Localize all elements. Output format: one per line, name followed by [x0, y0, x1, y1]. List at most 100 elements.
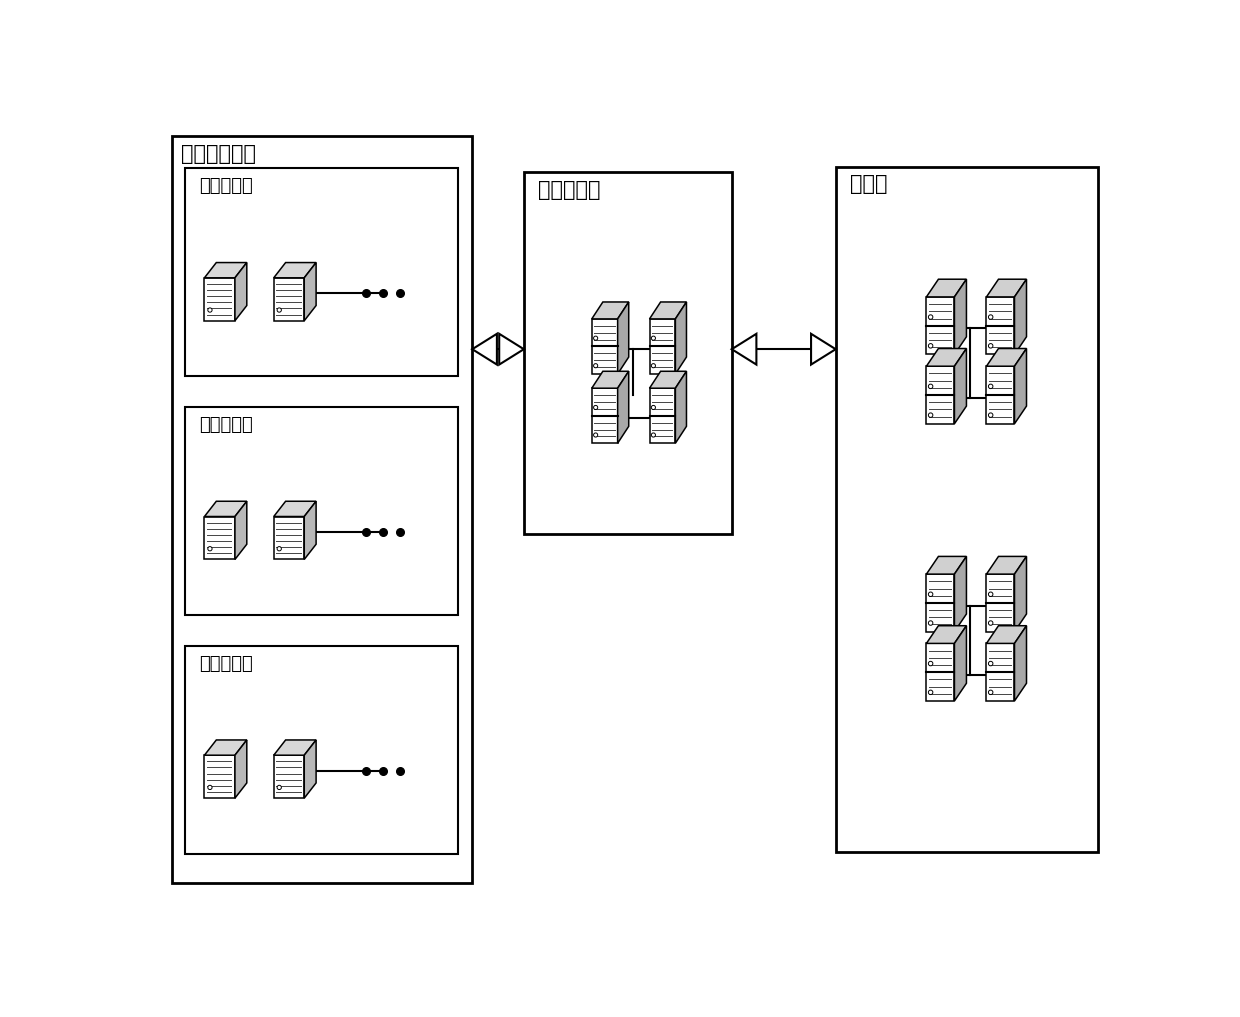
- Bar: [172, 136, 472, 883]
- Circle shape: [208, 785, 212, 789]
- Polygon shape: [274, 517, 304, 559]
- Circle shape: [988, 691, 993, 695]
- Polygon shape: [304, 262, 316, 320]
- Polygon shape: [205, 756, 234, 798]
- Polygon shape: [274, 278, 304, 320]
- Polygon shape: [926, 556, 966, 575]
- Circle shape: [988, 413, 993, 417]
- Circle shape: [208, 308, 212, 312]
- Polygon shape: [274, 501, 316, 517]
- Polygon shape: [676, 371, 687, 443]
- Bar: [185, 646, 459, 853]
- Polygon shape: [618, 371, 629, 443]
- Polygon shape: [987, 603, 1014, 632]
- Circle shape: [988, 620, 993, 625]
- Circle shape: [594, 406, 598, 410]
- Polygon shape: [987, 556, 1027, 575]
- Polygon shape: [234, 740, 247, 798]
- Text: 业务子系统: 业务子系统: [198, 178, 253, 195]
- Circle shape: [277, 546, 281, 551]
- Polygon shape: [926, 672, 955, 701]
- Polygon shape: [234, 262, 247, 320]
- Polygon shape: [955, 556, 966, 632]
- Polygon shape: [987, 280, 1027, 297]
- Polygon shape: [618, 302, 629, 374]
- Circle shape: [594, 433, 598, 437]
- Circle shape: [929, 315, 932, 319]
- Polygon shape: [650, 388, 676, 416]
- Polygon shape: [987, 349, 1027, 366]
- Polygon shape: [955, 280, 966, 355]
- Polygon shape: [926, 280, 966, 297]
- Polygon shape: [205, 501, 247, 517]
- Polygon shape: [987, 644, 1014, 672]
- Circle shape: [988, 384, 993, 388]
- Polygon shape: [274, 262, 316, 278]
- Polygon shape: [987, 625, 1027, 644]
- Circle shape: [208, 546, 212, 551]
- Circle shape: [929, 384, 932, 388]
- Circle shape: [277, 308, 281, 312]
- Polygon shape: [926, 575, 955, 603]
- Circle shape: [594, 336, 598, 341]
- Circle shape: [651, 336, 656, 341]
- Polygon shape: [926, 625, 966, 644]
- Circle shape: [651, 433, 656, 437]
- Circle shape: [651, 406, 656, 410]
- Polygon shape: [650, 319, 676, 347]
- Polygon shape: [591, 388, 618, 416]
- Circle shape: [988, 315, 993, 319]
- Circle shape: [594, 364, 598, 368]
- Circle shape: [929, 620, 932, 625]
- Polygon shape: [205, 278, 234, 320]
- Polygon shape: [304, 501, 316, 559]
- Polygon shape: [926, 644, 955, 672]
- Text: 业务子系统: 业务子系统: [198, 416, 253, 434]
- Polygon shape: [591, 371, 629, 388]
- Polygon shape: [1014, 625, 1027, 701]
- Text: 电商服务平台: 电商服务平台: [181, 143, 257, 164]
- Polygon shape: [955, 625, 966, 701]
- Circle shape: [988, 344, 993, 348]
- Polygon shape: [811, 334, 836, 364]
- Polygon shape: [926, 349, 966, 366]
- Polygon shape: [500, 334, 523, 364]
- Polygon shape: [591, 416, 618, 443]
- Polygon shape: [926, 395, 955, 424]
- Polygon shape: [591, 319, 618, 347]
- Polygon shape: [987, 297, 1014, 325]
- Circle shape: [988, 592, 993, 597]
- Bar: [185, 407, 459, 615]
- Circle shape: [929, 592, 932, 597]
- Polygon shape: [234, 501, 247, 559]
- Polygon shape: [732, 334, 756, 364]
- Circle shape: [929, 413, 932, 417]
- Bar: [185, 168, 459, 376]
- Circle shape: [988, 661, 993, 666]
- Polygon shape: [1014, 349, 1027, 424]
- Polygon shape: [955, 349, 966, 424]
- Circle shape: [277, 785, 281, 789]
- Polygon shape: [987, 325, 1014, 355]
- Text: 数据库: 数据库: [849, 174, 887, 194]
- Polygon shape: [987, 395, 1014, 424]
- Polygon shape: [274, 740, 316, 756]
- Polygon shape: [650, 302, 687, 319]
- Polygon shape: [987, 575, 1014, 603]
- Polygon shape: [650, 347, 676, 374]
- Polygon shape: [591, 302, 629, 319]
- Circle shape: [651, 364, 656, 368]
- Polygon shape: [650, 371, 687, 388]
- Circle shape: [929, 661, 932, 666]
- Polygon shape: [274, 756, 304, 798]
- Polygon shape: [650, 416, 676, 443]
- Polygon shape: [472, 334, 497, 364]
- Polygon shape: [591, 347, 618, 374]
- Polygon shape: [926, 603, 955, 632]
- Polygon shape: [926, 325, 955, 355]
- Polygon shape: [987, 366, 1014, 395]
- Polygon shape: [205, 517, 234, 559]
- Polygon shape: [676, 302, 687, 374]
- Bar: [523, 172, 732, 534]
- Circle shape: [929, 344, 932, 348]
